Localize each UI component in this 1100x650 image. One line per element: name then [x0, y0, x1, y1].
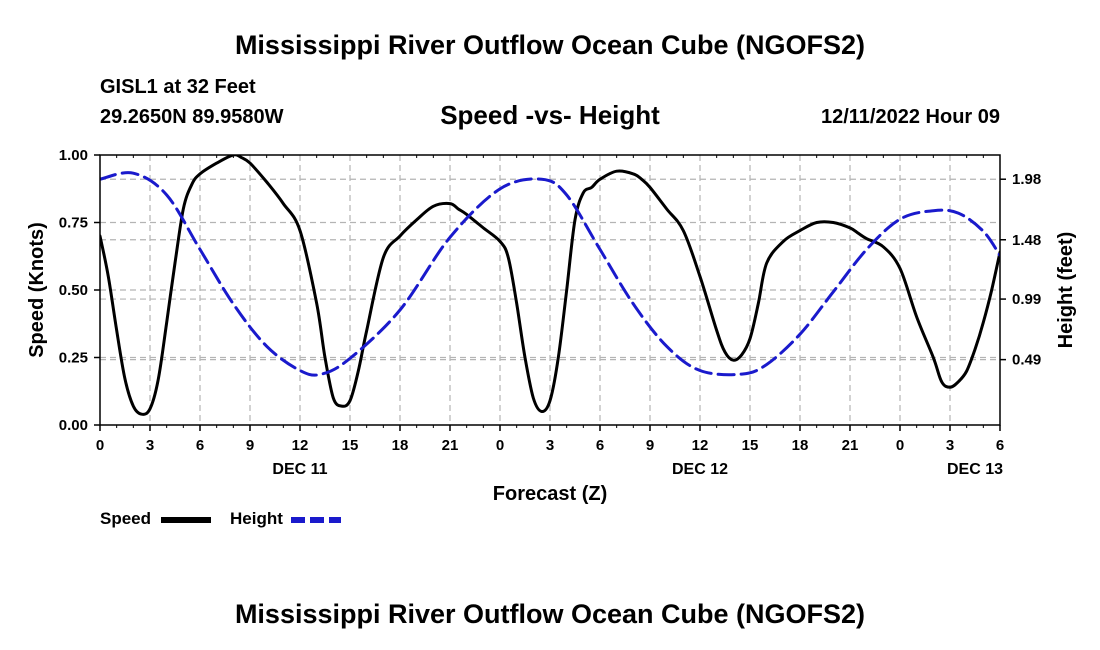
x-tick-label: 3 [146, 437, 154, 454]
x-tick-label: 18 [392, 437, 409, 454]
x-tick-label: 9 [646, 437, 654, 454]
date-label: DEC 11 [272, 461, 327, 478]
y2-tick-label: 1.98 [1012, 171, 1041, 188]
x-tick-label: 0 [96, 437, 104, 454]
x-tick-label: 0 [496, 437, 504, 454]
x-tick-label: 6 [196, 437, 204, 454]
chart-subtitle: Speed -vs- Height [440, 100, 660, 130]
x-axis-label: Forecast (Z) [493, 483, 607, 505]
x-tick-label: 3 [546, 437, 554, 454]
y-tick-label: 0.50 [59, 282, 88, 299]
x-tick-label: 9 [246, 437, 254, 454]
y2-tick-label: 0.49 [1012, 352, 1041, 369]
forecast-datetime: 12/11/2022 Hour 09 [820, 106, 1000, 128]
date-label: DEC 12 [672, 461, 728, 478]
x-tick-label: 3 [946, 437, 954, 454]
x-tick-label: 0 [896, 437, 904, 454]
x-tick-label: 15 [342, 437, 359, 454]
speed-series-line [100, 155, 1000, 416]
x-tick-label: 12 [692, 437, 709, 454]
x-tick-label: 21 [442, 437, 459, 454]
legend-height-label: Height [230, 509, 283, 528]
station-coordinates: 29.2650N 89.9580W [100, 106, 284, 128]
x-tick-label: 6 [596, 437, 604, 454]
height-series-line [100, 171, 1000, 377]
x-tick-label: 12 [292, 437, 309, 454]
x-tick-label: 15 [742, 437, 759, 454]
y-axis-label: Speed (Knots) [26, 222, 48, 358]
station-label: GISL1 at 32 Feet [100, 76, 256, 98]
main-title: Mississippi River Outflow Ocean Cube (NG… [234, 30, 866, 60]
date-label: DEC 13 [947, 461, 1003, 478]
y-tick-label: 1.00 [59, 147, 88, 164]
y2-axis-label: Height (feet) [1055, 232, 1077, 349]
y-tick-label: 0.75 [59, 215, 88, 232]
y2-tick-label: 0.99 [1012, 291, 1041, 308]
y-tick-label: 0.25 [59, 350, 88, 367]
x-tick-label: 21 [842, 437, 859, 454]
bottom-title: Mississippi River Outflow Ocean Cube (NG… [234, 599, 866, 629]
x-tick-label: 18 [792, 437, 809, 454]
legend-speed-label: Speed [100, 509, 152, 528]
x-tick-label: 6 [996, 437, 1004, 454]
y-tick-label: 0.00 [59, 417, 88, 434]
y2-tick-label: 1.48 [1012, 232, 1041, 249]
